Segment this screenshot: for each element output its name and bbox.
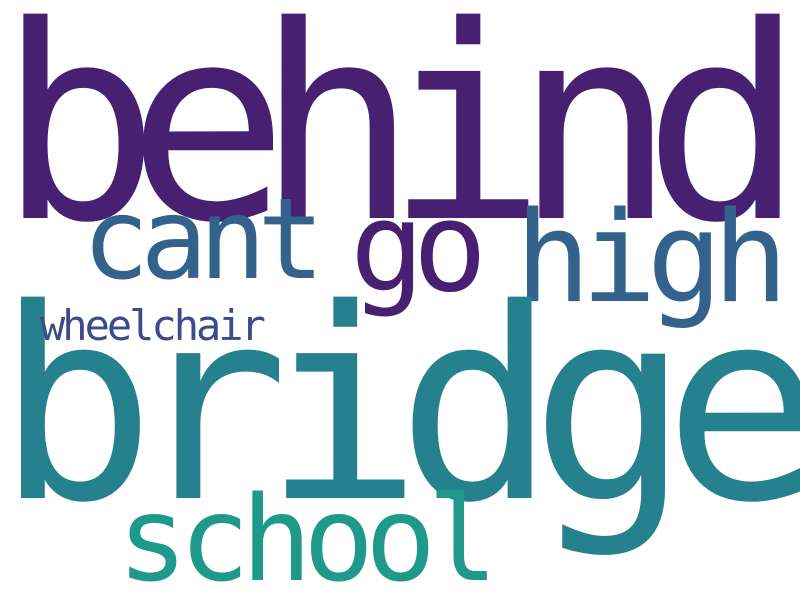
word-go: go xyxy=(350,176,487,320)
word-cant: cant xyxy=(82,175,325,305)
word-bridge: bridge xyxy=(0,253,800,561)
word-high: high xyxy=(515,184,788,331)
word-school: school xyxy=(117,470,498,600)
word-behind: behind xyxy=(0,0,800,282)
word-wheelchair: wheelchair xyxy=(40,301,266,350)
